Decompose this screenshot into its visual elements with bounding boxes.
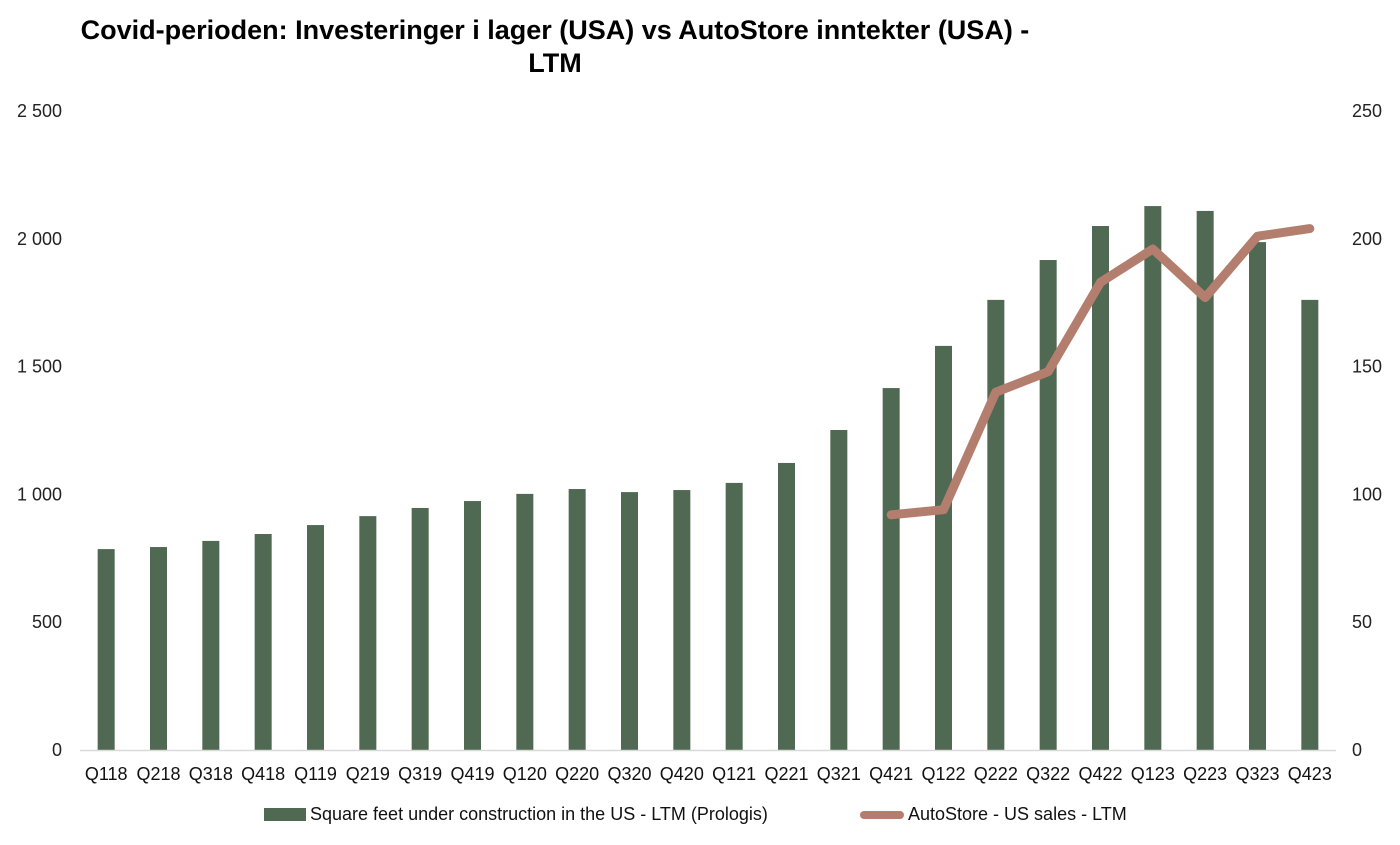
legend-swatch-line [860,810,904,819]
bar-Q418 [254,534,272,750]
left-axis-tick-label: 2 000 [17,229,62,249]
x-axis-tick-label: Q419 [450,764,494,784]
right-axis-tick-label: 200 [1352,229,1382,249]
line-series-autostore [886,224,1315,520]
x-axis-tick-label: Q318 [189,764,233,784]
legend-label-bars: Square feet under construction in the US… [310,804,768,824]
left-axis-tick-label: 0 [52,740,62,760]
left-axis-ticks: 0 500 1 000 1 500 2 000 2 500 [17,101,62,760]
left-axis-tick-label: 2 500 [17,101,62,121]
bar-Q221 [778,462,795,750]
chart-title-line-2: LTM [528,48,582,78]
bar-Q219 [359,516,377,750]
bar-Q120 [516,493,534,750]
bar-Q321 [830,429,848,750]
bar-Q118 [97,549,115,750]
x-axis-tick-label: Q322 [1026,764,1070,784]
bar-Q218 [150,547,167,750]
x-axis-tick-label: Q222 [974,764,1018,784]
legend-item-bars: Square feet under construction in the US… [264,804,768,825]
right-axis-tick-label: 100 [1352,484,1382,504]
legend: Square feet under construction in the US… [0,804,1400,828]
bar-Q220 [568,489,586,750]
left-axis-tick-label: 500 [32,612,62,632]
bar-Q419 [464,501,481,750]
bar-Q420 [673,490,691,750]
x-axis-tick-label: Q319 [398,764,442,784]
x-axis-tick-label: Q320 [607,764,651,784]
bar-Q422 [1092,226,1109,750]
x-axis-tick-label: Q219 [346,764,390,784]
bar-Q322 [1039,260,1057,750]
right-axis-tick-label: 50 [1352,612,1372,632]
x-axis-tick-label: Q423 [1288,764,1332,784]
bar-Q421 [882,388,900,750]
x-axis-ticks: Q118 Q218 Q318 Q418 Q119 Q219 Q319 Q419 Q120 Q220… [85,764,1332,784]
right-axis-tick-label: 0 [1352,740,1362,760]
x-axis-tick-label: Q418 [241,764,285,784]
right-axis-tick-label: 250 [1352,101,1382,121]
bar-Q323 [1249,242,1266,750]
x-axis-tick-label: Q421 [869,764,913,784]
x-axis-tick-label: Q122 [921,764,965,784]
left-axis-tick-label: 1 500 [17,357,62,377]
x-axis-tick-label: Q218 [136,764,180,784]
bar-Q223 [1196,210,1214,751]
chart-title: Covid-perioden: Investeringer i lager (U… [0,14,1110,80]
bar-Q119 [307,525,324,750]
x-axis-tick-label: Q121 [712,764,756,784]
bar-Q423 [1301,299,1319,750]
bar-Q123 [1144,206,1162,751]
x-axis-tick-label: Q221 [764,764,808,784]
x-axis-tick-label: Q223 [1183,764,1227,784]
bar-Q318 [202,540,220,750]
bar-Q319 [411,507,429,750]
x-axis-tick-label: Q120 [503,764,547,784]
legend-swatch-bar [264,808,306,821]
legend-label-line: AutoStore - US sales - LTM [908,804,1127,824]
bar-Q320 [621,492,638,750]
x-axis-tick-label: Q220 [555,764,599,784]
bar-Q222 [987,299,1005,750]
chart-title-line-1: Covid-perioden: Investeringer i lager (U… [80,15,1030,45]
right-axis-tick-label: 150 [1352,357,1382,377]
legend-item-line: AutoStore - US sales - LTM [860,804,1127,825]
left-axis-tick-label: 1 000 [17,484,62,504]
x-axis-tick-label: Q123 [1131,764,1175,784]
x-axis-tick-label: Q119 [294,764,337,784]
bar-Q122 [935,345,952,750]
right-axis-ticks: 0 50 100 150 200 250 [1352,101,1382,760]
bar-Q121 [725,482,743,750]
x-axis-tick-label: Q118 [85,764,128,784]
bar-series [97,206,1319,751]
x-axis-tick-label: Q323 [1235,764,1279,784]
x-axis-tick-label: Q321 [817,764,861,784]
x-axis-tick-label: Q422 [1078,764,1122,784]
x-axis-tick-label: Q420 [660,764,704,784]
